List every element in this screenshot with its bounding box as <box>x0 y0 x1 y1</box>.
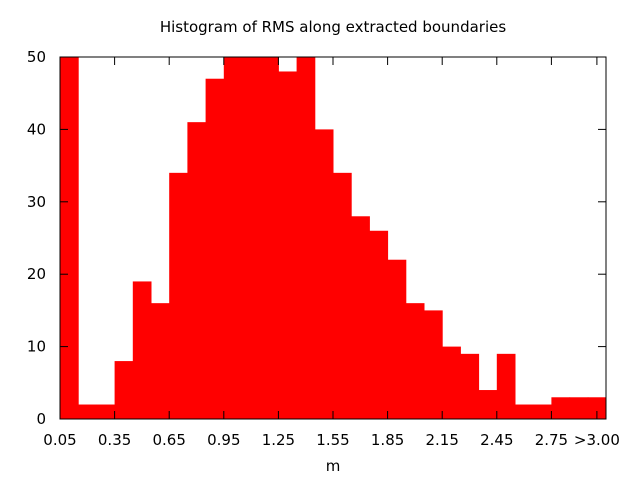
histogram-bar <box>223 57 243 419</box>
histogram-bar <box>478 390 498 419</box>
x-axis: 0.05 0.35 0.65 0.95 1.25 1.55 1.85 2.15 2.45 2.75… <box>43 57 620 449</box>
y-tick-label: 30 <box>27 193 46 211</box>
histogram-bar <box>551 397 571 419</box>
histogram-bar <box>387 259 407 419</box>
x-tick-label: 1.25 <box>262 431 295 449</box>
y-tick-label: 0 <box>36 410 46 428</box>
histogram-bar <box>96 404 116 419</box>
histogram-bar <box>533 404 552 419</box>
x-tick-label: 2.75 <box>535 431 568 449</box>
x-tick-label: >3.00 <box>574 431 620 449</box>
histogram-bar <box>151 303 170 419</box>
histogram-bar <box>296 57 316 419</box>
histogram-bar <box>278 71 298 419</box>
x-tick-label: 0.95 <box>207 431 240 449</box>
histogram-bar <box>187 122 207 419</box>
histogram-bar <box>515 404 534 419</box>
histogram-bar <box>587 397 607 419</box>
histogram-bar <box>369 230 389 419</box>
histogram-bar <box>351 216 370 419</box>
histogram-bar <box>242 57 261 419</box>
histogram-bar <box>460 353 480 419</box>
histogram-bar <box>314 129 334 419</box>
bars-group <box>60 57 607 419</box>
x-tick-label: 0.05 <box>43 431 76 449</box>
histogram-bar <box>132 281 152 419</box>
histogram-bar <box>496 353 516 419</box>
x-tick-label: 0.65 <box>152 431 185 449</box>
histogram-bar <box>169 172 188 419</box>
y-tick-label: 40 <box>27 120 46 138</box>
x-tick-label: 2.15 <box>425 431 458 449</box>
y-axis: 0 10 20 30 40 50 <box>27 48 606 428</box>
x-tick-label: 1.55 <box>316 431 349 449</box>
y-tick-label: 50 <box>27 48 46 66</box>
y-tick-label: 10 <box>27 338 46 356</box>
histogram-bar <box>442 346 461 419</box>
x-tick-label: 2.45 <box>480 431 513 449</box>
histogram-bar <box>78 404 97 419</box>
histogram-bar <box>569 397 589 419</box>
histogram-bar <box>405 303 425 419</box>
histogram-bar <box>424 310 443 419</box>
histogram-bar <box>114 361 134 419</box>
histogram-bar <box>333 172 352 419</box>
histogram-bar <box>260 57 279 419</box>
x-tick-label: 1.85 <box>371 431 404 449</box>
x-axis-label: m <box>326 457 341 475</box>
y-tick-label: 20 <box>27 265 46 283</box>
histogram-bar <box>205 78 225 419</box>
histogram-bar <box>60 57 79 419</box>
x-tick-label: 0.35 <box>98 431 131 449</box>
chart-title: Histogram of RMS along extracted boundar… <box>160 18 507 36</box>
